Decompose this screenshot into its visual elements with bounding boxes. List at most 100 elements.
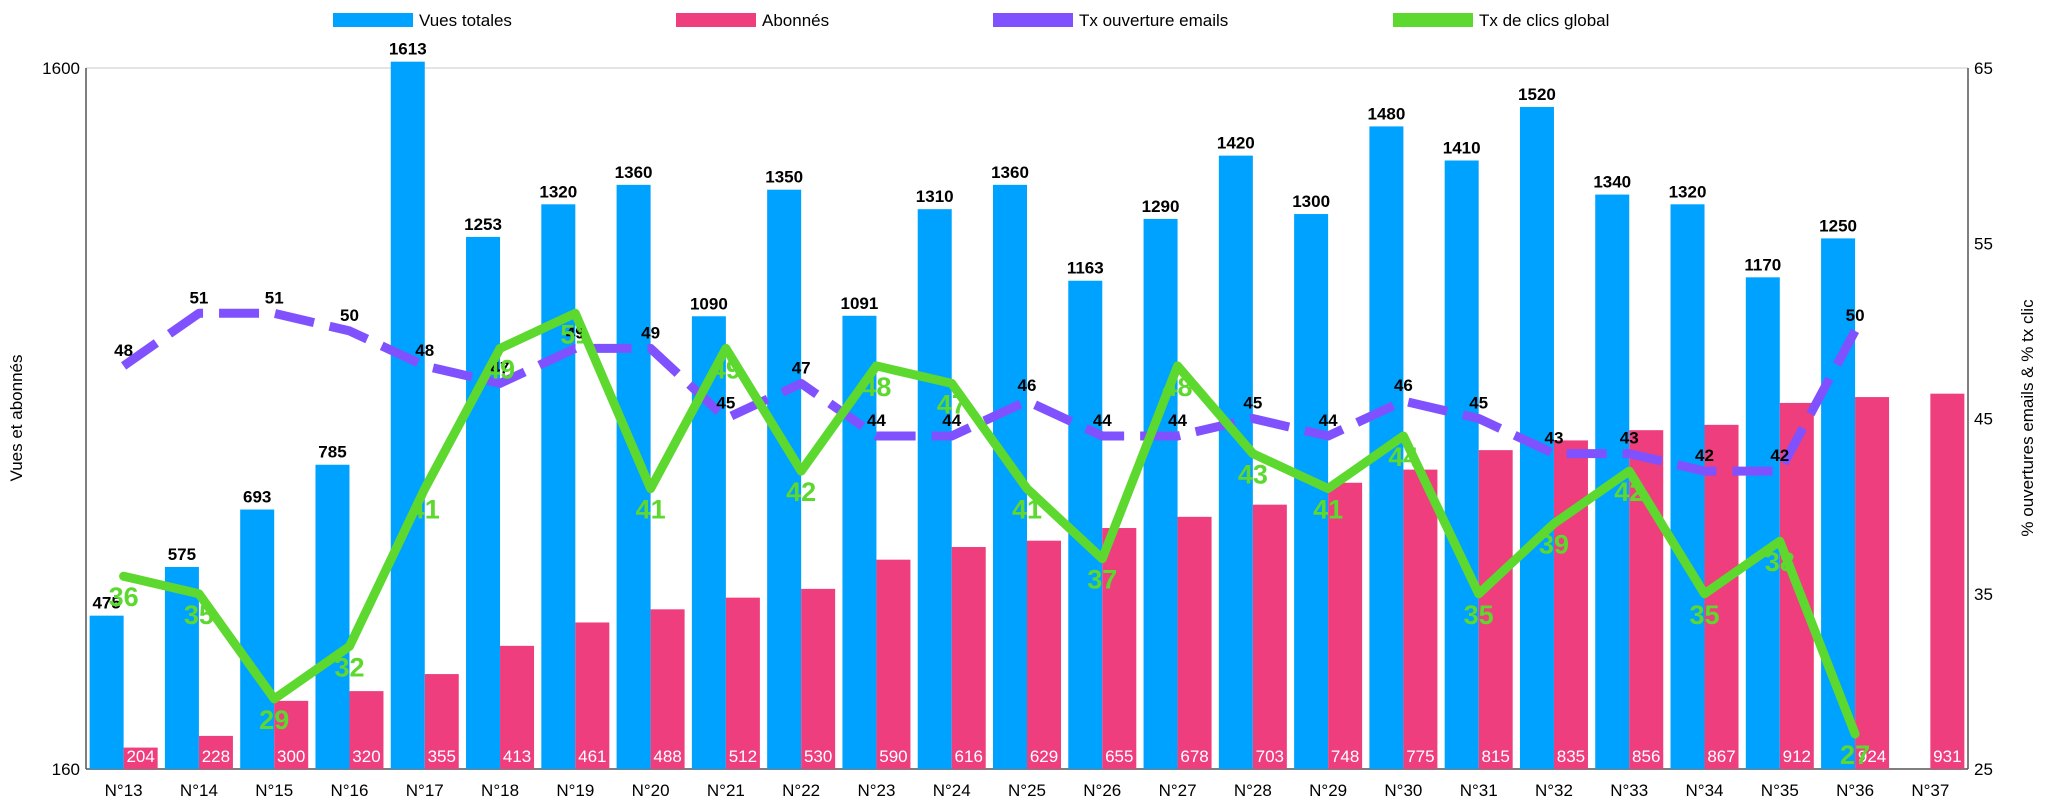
data-label-subscribers: 815 [1481, 747, 1509, 766]
bar-views [315, 464, 350, 769]
data-label-views: 1290 [1142, 197, 1180, 216]
bar-views [1444, 160, 1479, 770]
data-label-click-rate: 35 [1464, 600, 1494, 630]
legend-label-subscribers: Abonnés [762, 11, 829, 30]
data-label-click-rate: 48 [1163, 372, 1193, 402]
y-axis-left-ticks: 1600 160 [42, 59, 80, 779]
y-axis-right-title: % ouvertures emails & % tx clic [2018, 299, 2037, 537]
x-tick-label: N°15 [255, 781, 293, 800]
legend-item-click-rate[interactable]: Tx de clics global [1393, 11, 1609, 30]
legend-item-views[interactable]: Vues totales [333, 11, 512, 30]
bar-views [917, 209, 952, 770]
data-label-subscribers: 300 [277, 747, 305, 766]
data-label-subscribers: 924 [1858, 747, 1886, 766]
data-label-open-rate: 51 [265, 288, 284, 307]
data-label-click-rate: 32 [334, 652, 364, 682]
y-tick-label-bottom: 160 [52, 760, 80, 779]
x-tick-label: N°22 [782, 781, 820, 800]
data-label-views: 1250 [1819, 216, 1857, 235]
bar-views [1670, 204, 1705, 770]
data-label-views: 1360 [991, 163, 1029, 182]
data-label-views: 575 [168, 545, 196, 564]
data-label-subscribers: 856 [1632, 747, 1660, 766]
data-label-subscribers: 931 [1933, 747, 1961, 766]
bar-subscribers [1027, 540, 1061, 769]
legend-item-open-rate[interactable]: Tx ouverture emails [993, 11, 1228, 30]
x-tick-label: N°25 [1008, 781, 1046, 800]
bar-views [1745, 277, 1780, 769]
data-label-subscribers: 530 [804, 747, 832, 766]
data-label-open-rate: 46 [1394, 376, 1413, 395]
data-label-views: 785 [318, 443, 346, 462]
y-tick-label-top: 1600 [42, 59, 80, 78]
series-views-labels: 475 575 693 785 1613 1253 1320 1360 1090 1350 1091… [92, 40, 1857, 613]
data-label-views: 1090 [690, 294, 728, 313]
x-tick-label: N°16 [330, 781, 368, 800]
legend-item-subscribers[interactable]: Abonnés [676, 11, 829, 30]
data-label-click-rate: 36 [109, 582, 139, 612]
x-tick-label: N°33 [1610, 781, 1648, 800]
bar-subscribers [1328, 482, 1363, 769]
data-label-open-rate: 42 [1695, 446, 1714, 465]
data-label-subscribers: 629 [1030, 747, 1058, 766]
bar-subscribers [500, 645, 535, 769]
data-label-click-rate: 41 [636, 495, 666, 525]
data-label-click-rate: 51 [560, 319, 590, 349]
bar-subscribers [1478, 450, 1513, 769]
data-label-views: 475 [92, 594, 120, 613]
bar-subscribers [424, 674, 459, 769]
data-label-views: 1310 [916, 187, 954, 206]
bar-views [466, 236, 501, 770]
y-axis-right-ticks: 25 35 45 55 65 [1974, 59, 1993, 779]
data-label-open-rate: 43 [1544, 429, 1563, 448]
data-label-click-rate: 35 [1689, 600, 1719, 630]
bar-subscribers [1252, 504, 1287, 769]
data-label-open-rate: 44 [867, 411, 886, 430]
series-click-rate-line [119, 308, 1860, 739]
data-label-open-rate: 49 [566, 323, 585, 342]
data-label-subscribers: 616 [955, 747, 983, 766]
data-label-click-rate: 41 [410, 495, 440, 525]
data-label-views: 693 [243, 488, 271, 507]
bar-subscribers [1553, 440, 1588, 769]
y2-tick-label: 45 [1974, 410, 1993, 429]
bar-subscribers [801, 588, 836, 769]
data-label-subscribers: 228 [202, 747, 230, 766]
x-tick-label: N°14 [180, 781, 218, 800]
data-label-click-rate: 42 [1614, 477, 1644, 507]
data-label-open-rate: 43 [1620, 429, 1639, 448]
data-label-views: 1340 [1593, 173, 1631, 192]
bar-subscribers [1403, 469, 1438, 769]
series-subscribers-labels: 204 228 300 320 355 413 461 488 512 530 590 616 629 6… [126, 747, 1961, 766]
bar-subscribers [650, 609, 685, 769]
data-label-open-rate: 47 [792, 358, 811, 377]
bar-subscribers [274, 700, 309, 769]
bar-subscribers [198, 735, 233, 769]
legend: Vues totales Abonnés Tx ouverture emails… [333, 11, 1609, 30]
data-label-open-rate: 42 [1770, 446, 1789, 465]
data-label-subscribers: 413 [503, 747, 531, 766]
data-label-click-rate: 41 [1012, 495, 1042, 525]
data-label-open-rate: 45 [716, 394, 735, 413]
bar-subscribers [123, 747, 158, 769]
bar-subscribers [1102, 528, 1137, 769]
data-label-subscribers: 678 [1180, 747, 1208, 766]
data-label-subscribers: 655 [1105, 747, 1133, 766]
x-tick-label: N°30 [1384, 781, 1422, 800]
bar-views [1143, 218, 1178, 769]
data-label-open-rate: 47 [491, 358, 510, 377]
data-label-open-rate: 45 [1243, 394, 1262, 413]
legend-label-open-rate: Tx ouverture emails [1079, 11, 1228, 30]
bar-views [164, 566, 199, 769]
data-label-click-rate: 41 [1313, 495, 1343, 525]
data-label-click-rate: 27 [1840, 740, 1870, 770]
line-click-rate [119, 308, 1860, 739]
data-label-click-rate: 39 [1539, 530, 1569, 560]
data-label-subscribers: 320 [352, 747, 380, 766]
bar-views [541, 204, 576, 770]
data-label-views: 1360 [615, 163, 653, 182]
x-tick-label: N°34 [1686, 781, 1724, 800]
data-label-views: 1420 [1217, 134, 1255, 153]
legend-swatch-views [333, 13, 413, 27]
data-label-click-rate: 48 [861, 372, 891, 402]
